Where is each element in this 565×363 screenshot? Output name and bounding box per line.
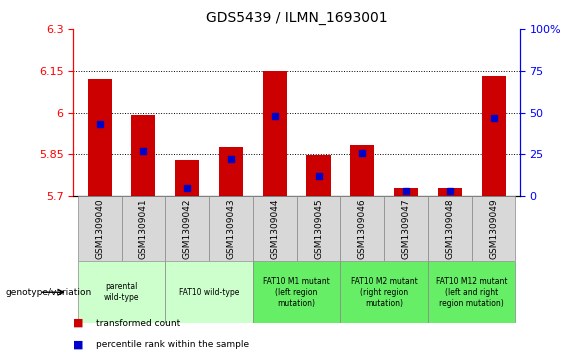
Text: GSM1309049: GSM1309049 <box>489 198 498 259</box>
Bar <box>209 196 253 261</box>
Bar <box>428 196 472 261</box>
Title: GDS5439 / ILMN_1693001: GDS5439 / ILMN_1693001 <box>206 11 388 25</box>
Text: GSM1309044: GSM1309044 <box>270 199 279 259</box>
Text: GSM1309045: GSM1309045 <box>314 198 323 259</box>
Bar <box>340 196 384 261</box>
Text: ■: ■ <box>73 318 84 328</box>
Text: GSM1309047: GSM1309047 <box>402 198 411 259</box>
Text: genotype/variation: genotype/variation <box>6 288 92 297</box>
Bar <box>306 155 331 196</box>
Bar <box>394 188 418 196</box>
Bar <box>175 160 199 196</box>
Bar <box>481 76 506 196</box>
Bar <box>78 196 121 261</box>
Bar <box>253 261 340 323</box>
Bar <box>219 147 243 196</box>
Bar <box>384 196 428 261</box>
Bar <box>340 261 428 323</box>
Bar <box>428 261 515 323</box>
Bar <box>350 144 374 196</box>
Bar <box>88 79 112 196</box>
Bar <box>438 188 462 196</box>
Bar <box>78 261 166 323</box>
Text: GSM1309043: GSM1309043 <box>227 198 236 259</box>
Bar <box>297 196 340 261</box>
Text: FAT10 M2 mutant
(right region
mutation): FAT10 M2 mutant (right region mutation) <box>351 277 418 308</box>
Bar <box>263 72 287 196</box>
Bar <box>132 115 155 196</box>
Text: GSM1309040: GSM1309040 <box>95 198 104 259</box>
Bar <box>253 196 297 261</box>
Bar <box>472 196 515 261</box>
Text: FAT10 M12 mutant
(left and right
region mutation): FAT10 M12 mutant (left and right region … <box>436 277 507 308</box>
Text: GSM1309041: GSM1309041 <box>139 198 148 259</box>
Text: FAT10 wild-type: FAT10 wild-type <box>179 288 240 297</box>
Text: percentile rank within the sample: percentile rank within the sample <box>96 340 249 349</box>
Text: FAT10 M1 mutant
(left region
mutation): FAT10 M1 mutant (left region mutation) <box>263 277 330 308</box>
Text: transformed count: transformed count <box>96 319 180 327</box>
Bar <box>166 196 209 261</box>
Text: parental
wild-type: parental wild-type <box>104 282 140 302</box>
Bar <box>166 261 253 323</box>
Text: GSM1309046: GSM1309046 <box>358 198 367 259</box>
Text: GSM1309042: GSM1309042 <box>182 199 192 259</box>
Text: GSM1309048: GSM1309048 <box>445 198 454 259</box>
Text: ■: ■ <box>73 340 84 350</box>
Bar <box>121 196 166 261</box>
